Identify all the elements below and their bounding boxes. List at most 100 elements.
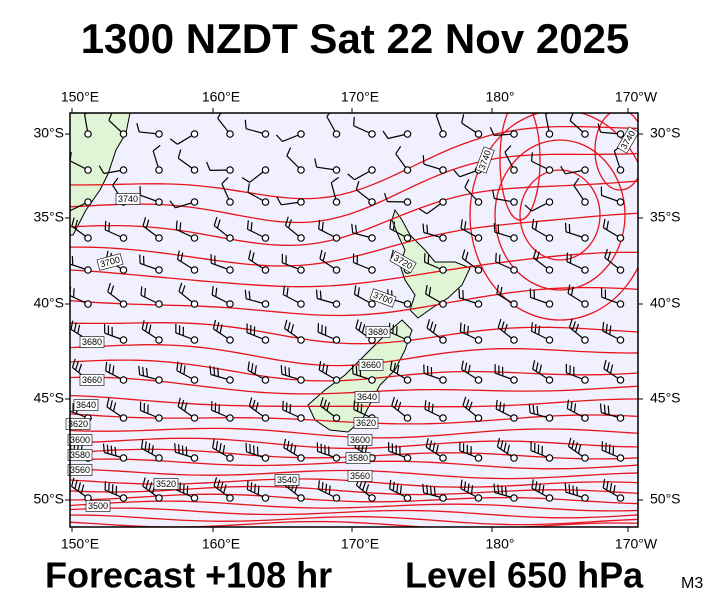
station	[511, 301, 517, 307]
barb-feather	[319, 480, 320, 489]
contour-label: 3620	[354, 418, 378, 429]
lat-label-right: 40°S	[650, 295, 681, 311]
contour-label: 3640	[74, 400, 98, 411]
barb-feather	[322, 482, 323, 491]
station	[546, 267, 552, 273]
barb-feather	[115, 447, 116, 456]
barb-feather	[502, 486, 503, 495]
station	[404, 199, 410, 205]
lat-label-left: 30°S	[33, 125, 64, 141]
contour-label: 3660	[359, 360, 383, 371]
station	[546, 377, 552, 383]
station	[156, 167, 162, 173]
contour-label: 3500	[86, 501, 110, 512]
barb-feather	[567, 253, 568, 262]
barb-feather	[569, 484, 570, 493]
barb-feather	[494, 484, 495, 493]
station	[156, 455, 162, 461]
station	[440, 337, 446, 343]
station	[156, 377, 162, 383]
station	[156, 337, 162, 343]
barb-feather	[539, 326, 540, 335]
station	[546, 167, 552, 173]
station	[617, 377, 623, 383]
station	[262, 267, 268, 273]
station	[404, 337, 410, 343]
barb-feather	[176, 221, 177, 230]
barb-feather	[180, 222, 181, 231]
station	[369, 377, 375, 383]
barb-feather	[73, 288, 74, 297]
contour-label-text: 3540	[277, 475, 297, 485]
station	[404, 131, 410, 137]
station	[120, 167, 126, 173]
barb-feather	[423, 155, 424, 164]
barb-feather	[187, 486, 188, 495]
station	[546, 495, 552, 501]
lat-label-left: 45°S	[33, 390, 64, 406]
station	[582, 131, 588, 137]
contour-label-text: 3680	[368, 327, 388, 337]
station	[369, 301, 375, 307]
station	[227, 267, 233, 273]
station	[298, 415, 304, 421]
map-code: M3	[681, 575, 703, 592]
station	[85, 301, 91, 307]
barb-feather	[145, 288, 146, 297]
station	[511, 455, 517, 461]
lon-label-bottom: 170°E	[341, 536, 379, 552]
barb-feather	[499, 255, 500, 264]
contour-label-text: 3500	[88, 501, 108, 511]
station	[227, 199, 233, 205]
lon-label-top: 150°E	[61, 89, 99, 105]
lon-label-top: 180°	[486, 89, 515, 105]
station	[475, 235, 481, 241]
barb-feather	[289, 368, 290, 377]
station	[582, 415, 588, 421]
lat-label-right: 45°S	[650, 390, 681, 406]
station	[369, 199, 375, 205]
barb-feather	[214, 367, 215, 376]
barb-feather	[565, 483, 566, 492]
station	[298, 455, 304, 461]
station	[191, 199, 197, 205]
contour-label-text: 3660	[82, 375, 102, 385]
station	[475, 337, 481, 343]
station	[156, 301, 162, 307]
station	[262, 455, 268, 461]
station	[440, 301, 446, 307]
station	[475, 301, 481, 307]
station	[440, 267, 446, 273]
contour-label-text: 3680	[82, 337, 102, 347]
station	[404, 415, 410, 421]
station	[120, 235, 126, 241]
station	[156, 267, 162, 273]
station	[191, 131, 197, 137]
lat-label-left: 35°S	[33, 209, 64, 225]
barb-feather	[63, 205, 70, 211]
contour-label: 3560	[348, 471, 372, 482]
barb-feather	[535, 324, 536, 333]
station	[120, 301, 126, 307]
station	[369, 131, 375, 137]
contour-label-text: 3580	[70, 450, 90, 460]
station	[333, 495, 339, 501]
station	[262, 415, 268, 421]
contour-label-text: 3640	[357, 392, 377, 402]
station	[227, 337, 233, 343]
station	[440, 377, 446, 383]
station	[546, 235, 552, 241]
station	[511, 267, 517, 273]
contour-label: 3520	[154, 479, 178, 490]
station	[617, 301, 623, 307]
station	[475, 495, 481, 501]
contour-label-text: 3520	[156, 479, 176, 489]
barb-feather	[281, 365, 282, 374]
station	[511, 199, 517, 205]
station	[511, 377, 517, 383]
station	[582, 455, 588, 461]
station	[333, 455, 339, 461]
barb-feather	[258, 486, 259, 495]
